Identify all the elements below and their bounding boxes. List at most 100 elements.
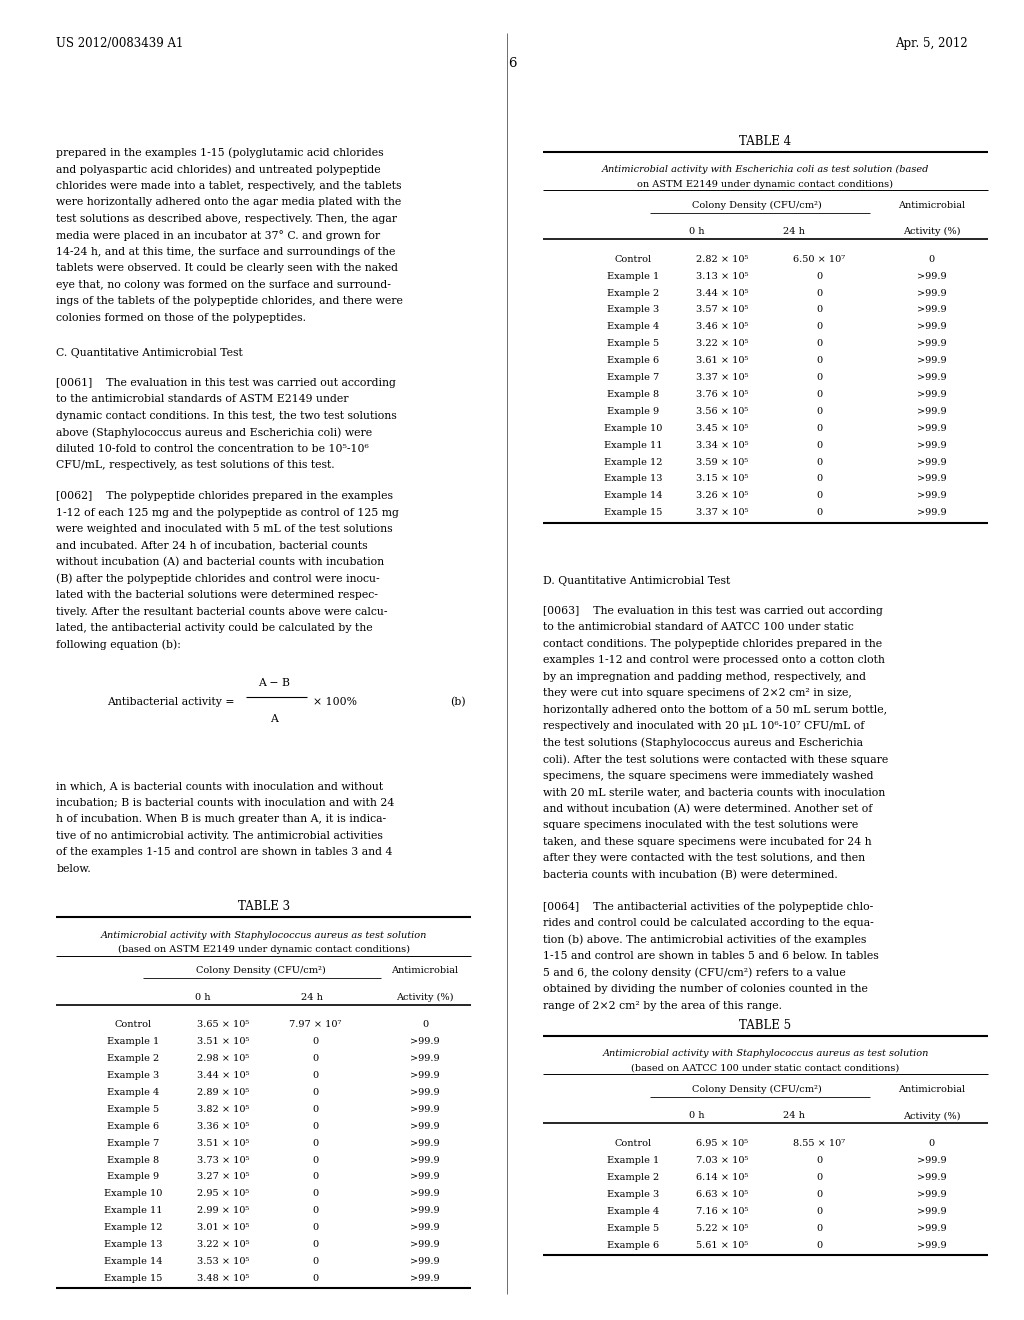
Text: (B) after the polypeptide chlorides and control were inocu-: (B) after the polypeptide chlorides and … <box>56 573 380 585</box>
Text: 3.59 × 10⁵: 3.59 × 10⁵ <box>695 458 749 466</box>
Text: >99.9: >99.9 <box>918 407 946 416</box>
Text: 3.44 × 10⁵: 3.44 × 10⁵ <box>695 289 749 297</box>
Text: >99.9: >99.9 <box>918 1206 946 1216</box>
Text: were weighted and inoculated with 5 mL of the test solutions: were weighted and inoculated with 5 mL o… <box>56 524 393 535</box>
Text: >99.9: >99.9 <box>411 1239 439 1249</box>
Text: Antimicrobial activity with Staphylococcus aureus as test solution: Antimicrobial activity with Staphylococc… <box>100 931 427 940</box>
Text: D. Quantitative Antimicrobial Test: D. Quantitative Antimicrobial Test <box>543 576 730 586</box>
Text: [0061]    The evaluation in this test was carried out according: [0061] The evaluation in this test was c… <box>56 378 396 388</box>
Text: >99.9: >99.9 <box>918 272 946 281</box>
Text: 7.16 × 10⁵: 7.16 × 10⁵ <box>695 1206 749 1216</box>
Text: 0: 0 <box>312 1105 318 1114</box>
Text: 1-15 and control are shown in tables 5 and 6 below. In tables: 1-15 and control are shown in tables 5 a… <box>543 950 879 961</box>
Text: Example 6: Example 6 <box>607 1241 658 1250</box>
Text: with 20 mL sterile water, and bacteria counts with inoculation: with 20 mL sterile water, and bacteria c… <box>543 787 885 797</box>
Text: 8.55 × 10⁷: 8.55 × 10⁷ <box>794 1139 845 1148</box>
Text: >99.9: >99.9 <box>411 1071 439 1080</box>
Text: 7.97 × 10⁷: 7.97 × 10⁷ <box>289 1020 342 1030</box>
Text: respectively and inoculated with 20 μL 10⁶-10⁷ CFU/mL of: respectively and inoculated with 20 μL 1… <box>543 721 864 731</box>
Text: Example 9: Example 9 <box>607 407 658 416</box>
Text: 2.89 × 10⁵: 2.89 × 10⁵ <box>197 1088 250 1097</box>
Text: on ASTM E2149 under dynamic contact conditions): on ASTM E2149 under dynamic contact cond… <box>637 180 893 189</box>
Text: 2.99 × 10⁵: 2.99 × 10⁵ <box>197 1206 250 1216</box>
Text: square specimens inoculated with the test solutions were: square specimens inoculated with the tes… <box>543 820 858 830</box>
Text: C. Quantitative Antimicrobial Test: C. Quantitative Antimicrobial Test <box>56 348 243 359</box>
Text: (based on AATCC 100 under static contact conditions): (based on AATCC 100 under static contact… <box>632 1064 899 1073</box>
Text: 14-24 h, and at this time, the surface and surroundings of the: 14-24 h, and at this time, the surface a… <box>56 247 395 257</box>
Text: Antimicrobial: Antimicrobial <box>898 201 966 210</box>
Text: Antimicrobial activity with Escherichia coli as test solution (based: Antimicrobial activity with Escherichia … <box>602 165 929 174</box>
Text: to the antimicrobial standards of ASTM E2149 under: to the antimicrobial standards of ASTM E… <box>56 393 349 404</box>
Text: A: A <box>270 714 279 725</box>
Text: Control: Control <box>115 1020 152 1030</box>
Text: 3.22 × 10⁵: 3.22 × 10⁵ <box>197 1239 250 1249</box>
Text: >99.9: >99.9 <box>411 1122 439 1131</box>
Text: 3.44 × 10⁵: 3.44 × 10⁵ <box>197 1071 250 1080</box>
Text: 7.03 × 10⁵: 7.03 × 10⁵ <box>695 1156 749 1166</box>
Text: 6.50 × 10⁷: 6.50 × 10⁷ <box>794 255 845 264</box>
Text: 24 h: 24 h <box>782 227 805 236</box>
Text: >99.9: >99.9 <box>918 322 946 331</box>
Text: diluted 10-fold to control the concentration to be 10⁵-10⁶: diluted 10-fold to control the concentra… <box>56 444 369 454</box>
Text: Example 2: Example 2 <box>606 289 659 297</box>
Text: US 2012/0083439 A1: US 2012/0083439 A1 <box>56 37 183 50</box>
Text: 0: 0 <box>816 272 822 281</box>
Text: >99.9: >99.9 <box>918 1156 946 1166</box>
Text: in which, A is bacterial counts with inoculation and without: in which, A is bacterial counts with ino… <box>56 781 383 792</box>
Text: 3.61 × 10⁵: 3.61 × 10⁵ <box>695 356 749 366</box>
Text: 3.01 × 10⁵: 3.01 × 10⁵ <box>197 1224 250 1232</box>
Text: >99.9: >99.9 <box>411 1055 439 1063</box>
Text: obtained by dividing the number of colonies counted in the: obtained by dividing the number of colon… <box>543 985 867 994</box>
Text: and polyaspartic acid chlorides) and untreated polypeptide: and polyaspartic acid chlorides) and unt… <box>56 164 381 176</box>
Text: horizontally adhered onto the bottom of a 50 mL serum bottle,: horizontally adhered onto the bottom of … <box>543 705 887 715</box>
Text: 0: 0 <box>312 1239 318 1249</box>
Text: Example 4: Example 4 <box>606 322 659 331</box>
Text: 3.13 × 10⁵: 3.13 × 10⁵ <box>695 272 749 281</box>
Text: 0: 0 <box>816 1189 822 1199</box>
Text: 3.76 × 10⁵: 3.76 × 10⁵ <box>695 389 749 399</box>
Text: [0063]    The evaluation in this test was carried out according: [0063] The evaluation in this test was c… <box>543 606 883 616</box>
Text: tive of no antimicrobial activity. The antimicrobial activities: tive of no antimicrobial activity. The a… <box>56 832 383 841</box>
Text: >99.9: >99.9 <box>918 1224 946 1233</box>
Text: without incubation (A) and bacterial counts with incubation: without incubation (A) and bacterial cou… <box>56 557 384 568</box>
Text: 24 h: 24 h <box>782 1111 805 1121</box>
Text: 0: 0 <box>816 305 822 314</box>
Text: 0: 0 <box>816 356 822 366</box>
Text: Antimicrobial activity with Staphylococcus aureus as test solution: Antimicrobial activity with Staphylococc… <box>602 1049 929 1059</box>
Text: eye that, no colony was formed on the surface and surround-: eye that, no colony was formed on the su… <box>56 280 391 290</box>
Text: 0: 0 <box>816 441 822 450</box>
Text: CFU/mL, respectively, as test solutions of this test.: CFU/mL, respectively, as test solutions … <box>56 461 335 470</box>
Text: Antimicrobial: Antimicrobial <box>391 966 459 975</box>
Text: 5.22 × 10⁵: 5.22 × 10⁵ <box>695 1224 749 1233</box>
Text: Example 10: Example 10 <box>603 424 663 433</box>
Text: dynamic contact conditions. In this test, the two test solutions: dynamic contact conditions. In this test… <box>56 411 397 421</box>
Text: Example 13: Example 13 <box>103 1239 163 1249</box>
Text: were horizontally adhered onto the agar media plated with the: were horizontally adhered onto the agar … <box>56 197 401 207</box>
Text: TABLE 5: TABLE 5 <box>739 1019 792 1032</box>
Text: Example 14: Example 14 <box>603 491 663 500</box>
Text: Example 11: Example 11 <box>603 441 663 450</box>
Text: >99.9: >99.9 <box>411 1189 439 1199</box>
Text: 0: 0 <box>816 1173 822 1181</box>
Text: 0: 0 <box>312 1088 318 1097</box>
Text: 3.37 × 10⁵: 3.37 × 10⁵ <box>695 374 749 381</box>
Text: >99.9: >99.9 <box>918 1173 946 1181</box>
Text: 6.63 × 10⁵: 6.63 × 10⁵ <box>695 1189 749 1199</box>
Text: Example 3: Example 3 <box>106 1071 160 1080</box>
Text: 0 h: 0 h <box>688 227 705 236</box>
Text: 3.36 × 10⁵: 3.36 × 10⁵ <box>197 1122 250 1131</box>
Text: below.: below. <box>56 865 91 874</box>
Text: >99.9: >99.9 <box>411 1088 439 1097</box>
Text: Example 3: Example 3 <box>606 1189 659 1199</box>
Text: they were cut into square specimens of 2×2 cm² in size,: they were cut into square specimens of 2… <box>543 689 852 698</box>
Text: [0064]    The antibacterial activities of the polypeptide chlo-: [0064] The antibacterial activities of t… <box>543 902 873 912</box>
Text: 0: 0 <box>816 458 822 466</box>
Text: TABLE 3: TABLE 3 <box>238 900 290 913</box>
Text: Example 9: Example 9 <box>108 1172 159 1181</box>
Text: >99.9: >99.9 <box>918 474 946 483</box>
Text: >99.9: >99.9 <box>918 508 946 517</box>
Text: [0062]    The polypeptide chlorides prepared in the examples: [0062] The polypeptide chlorides prepare… <box>56 491 393 502</box>
Text: 0: 0 <box>312 1139 318 1147</box>
Text: 0: 0 <box>312 1274 318 1283</box>
Text: A − B: A − B <box>258 678 291 689</box>
